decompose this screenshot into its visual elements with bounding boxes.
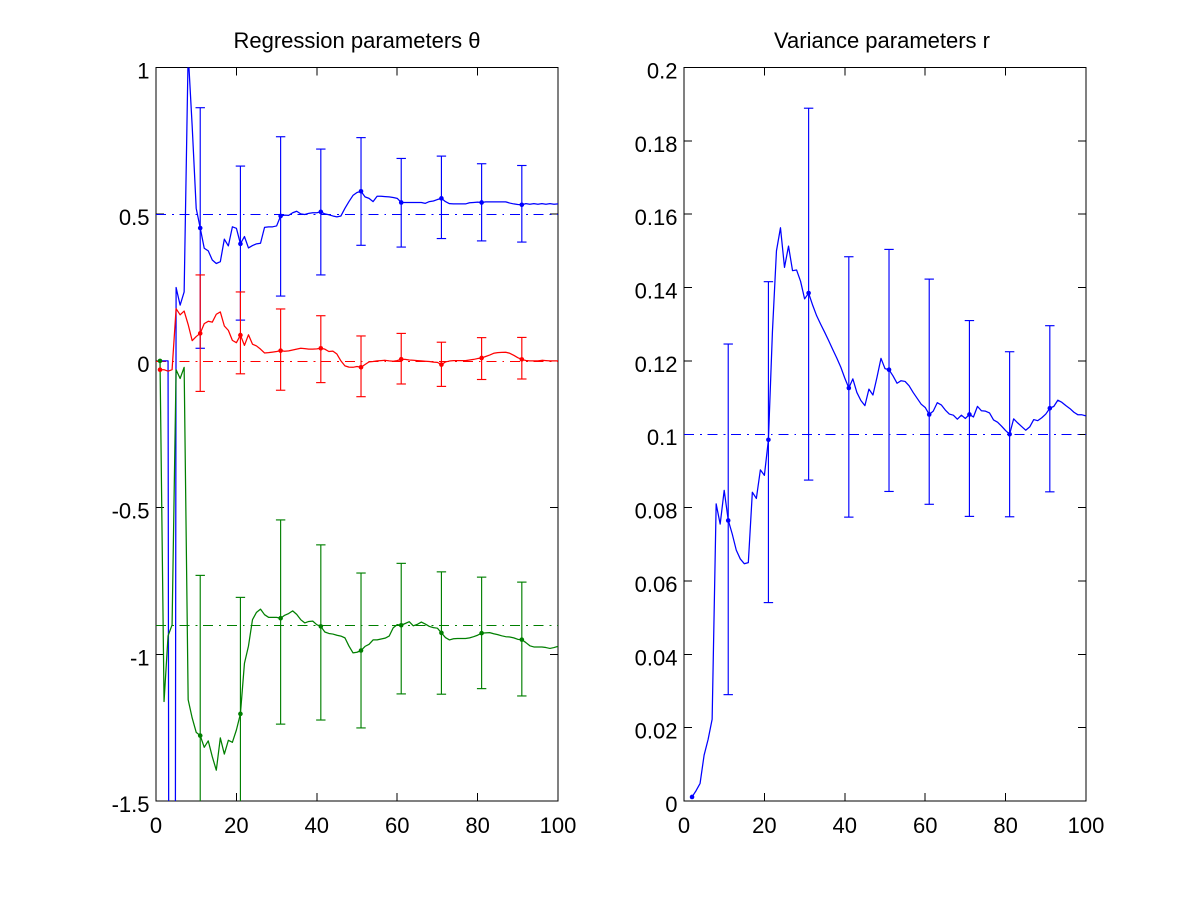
svg-text:0.18: 0.18 — [635, 132, 678, 157]
svg-text:0: 0 — [150, 813, 162, 838]
svg-text:0.1: 0.1 — [647, 425, 678, 450]
svg-text:0.04: 0.04 — [635, 645, 678, 670]
svg-text:Regression parameters θ: Regression parameters θ — [233, 28, 480, 53]
svg-text:0.12: 0.12 — [635, 352, 678, 377]
svg-text:0: 0 — [678, 813, 690, 838]
svg-text:0.2: 0.2 — [647, 59, 678, 84]
svg-text:60: 60 — [913, 813, 937, 838]
svg-text:-1: -1 — [130, 645, 150, 670]
svg-text:40: 40 — [833, 813, 857, 838]
svg-text:Variance parameters r: Variance parameters r — [774, 28, 990, 53]
svg-text:100: 100 — [1068, 813, 1105, 838]
svg-text:0: 0 — [665, 792, 677, 817]
svg-text:80: 80 — [993, 813, 1017, 838]
svg-text:0.16: 0.16 — [635, 205, 678, 230]
svg-text:0.06: 0.06 — [635, 572, 678, 597]
svg-text:0.08: 0.08 — [635, 499, 678, 524]
svg-text:0.02: 0.02 — [635, 719, 678, 744]
svg-text:20: 20 — [752, 813, 776, 838]
svg-text:0: 0 — [137, 352, 149, 377]
svg-text:0.5: 0.5 — [119, 205, 150, 230]
svg-text:1: 1 — [137, 59, 149, 84]
svg-text:0.14: 0.14 — [635, 279, 678, 304]
svg-text:100: 100 — [540, 813, 577, 838]
svg-text:20: 20 — [224, 813, 248, 838]
svg-text:-1.5: -1.5 — [112, 792, 150, 817]
svg-text:-0.5: -0.5 — [112, 499, 150, 524]
svg-text:40: 40 — [305, 813, 329, 838]
svg-text:80: 80 — [465, 813, 489, 838]
svg-text:60: 60 — [385, 813, 409, 838]
